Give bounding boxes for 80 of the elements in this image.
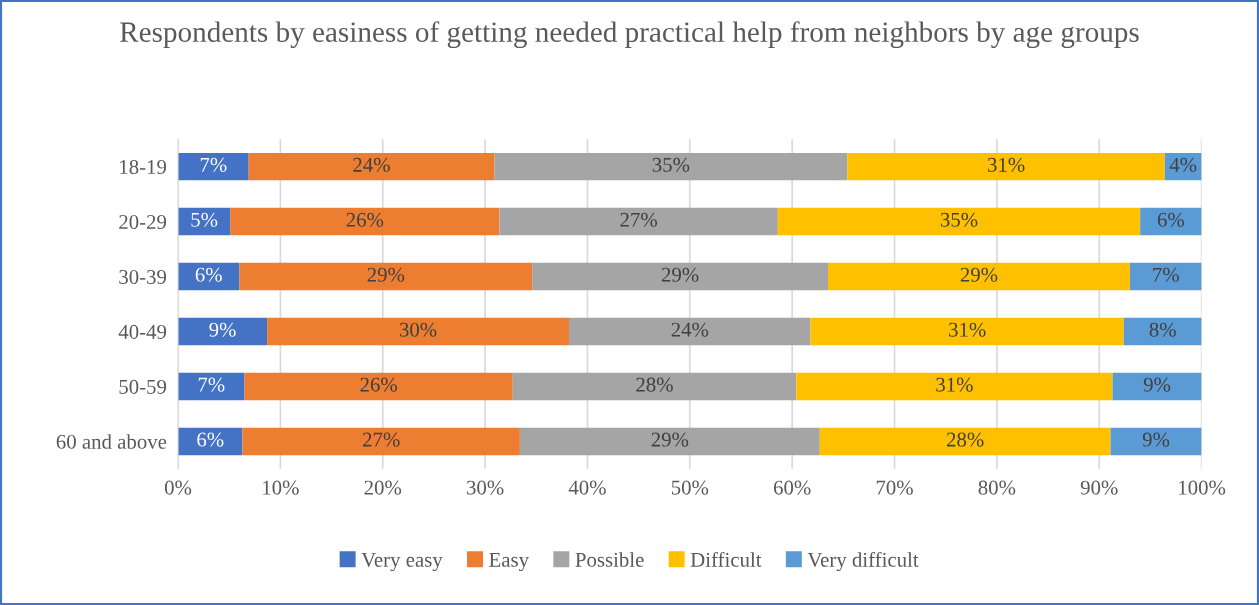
bar — [178, 427, 243, 456]
data-label: 29% — [367, 267, 405, 282]
bar — [847, 152, 1165, 181]
bar — [777, 207, 1141, 236]
data-label: 35% — [652, 157, 690, 172]
bar — [512, 372, 797, 401]
x-tick-label: 100% — [1179, 480, 1226, 495]
bar — [1110, 427, 1202, 456]
bar — [1112, 372, 1202, 401]
x-tick-label: 10% — [263, 480, 299, 495]
data-label: 9% — [1143, 377, 1171, 392]
data-label: 7% — [200, 157, 227, 172]
data-label: 9% — [1142, 432, 1170, 447]
data-label: 29% — [960, 267, 998, 282]
data-label: 27% — [363, 432, 400, 447]
data-label: 26% — [360, 377, 398, 392]
bar — [827, 262, 1130, 291]
data-label: 4% — [1169, 157, 1197, 172]
x-tick-label: 40% — [568, 480, 606, 495]
bar — [178, 372, 245, 401]
bar — [230, 207, 500, 236]
y-tick-label: 20-29 — [119, 214, 167, 230]
bar — [178, 317, 268, 346]
data-label: 26% — [346, 212, 384, 227]
x-tick-label: 90% — [1080, 480, 1118, 495]
data-label: 28% — [636, 377, 673, 392]
data-label: 8% — [1149, 322, 1176, 337]
x-tick-label: 80% — [978, 480, 1016, 495]
legend-label: Easy — [489, 552, 529, 572]
data-label: 31% — [987, 157, 1025, 172]
data-label: 9% — [209, 322, 236, 337]
data-label: 30% — [399, 322, 437, 337]
bar — [796, 372, 1113, 401]
data-label: 7% — [1153, 267, 1179, 282]
y-tick-label: 18-19 — [120, 160, 167, 175]
y-tick-label: 50-59 — [119, 379, 167, 394]
bar — [248, 152, 495, 181]
data-label: 31% — [949, 322, 986, 337]
y-tick-label: 30-39 — [119, 269, 167, 284]
chart-title: Respondents by easiness of getting needed practical help from neighbors by age groups — [120, 21, 1139, 48]
data-label: 7% — [198, 377, 225, 392]
legend-label: Very difficult — [807, 551, 919, 572]
bar — [532, 262, 828, 291]
data-label: 6% — [195, 267, 222, 282]
data-label: 29% — [661, 267, 699, 282]
bar — [1140, 207, 1202, 236]
data-label: 6% — [197, 432, 224, 447]
bar — [178, 152, 249, 181]
x-tick-label: 20% — [364, 480, 402, 495]
x-tick-label: 50% — [671, 480, 709, 495]
x-tick-label: 70% — [876, 480, 913, 495]
y-tick-label: 40-49 — [118, 324, 167, 339]
legend-label: Very easy — [361, 552, 443, 572]
data-label: 28% — [946, 432, 984, 447]
bar — [819, 427, 1111, 456]
data-label: 24% — [353, 157, 390, 172]
bar — [569, 317, 811, 346]
data-label: 35% — [940, 212, 978, 227]
x-tick-label: 30% — [467, 480, 504, 495]
bar — [244, 372, 513, 401]
bar — [519, 427, 820, 456]
x-tick-label: 60% — [773, 480, 811, 495]
bar — [267, 317, 570, 346]
bar — [1129, 262, 1202, 291]
bar — [242, 427, 520, 456]
bar — [494, 152, 848, 181]
bar — [239, 262, 533, 291]
data-label: 29% — [651, 432, 689, 447]
data-label: 6% — [1157, 212, 1185, 227]
data-label: 27% — [620, 212, 658, 227]
x-tick-label: 0% — [164, 480, 192, 495]
data-label: 5% — [191, 212, 218, 227]
data-label: 31% — [936, 377, 973, 392]
bar — [499, 207, 778, 236]
legend-label: Difficult — [690, 551, 762, 567]
y-tick-label: 60 and above — [56, 434, 167, 449]
legend-label: Possible — [575, 552, 644, 567]
bar — [1123, 317, 1202, 346]
bar — [810, 317, 1124, 346]
data-label: 24% — [671, 322, 709, 337]
